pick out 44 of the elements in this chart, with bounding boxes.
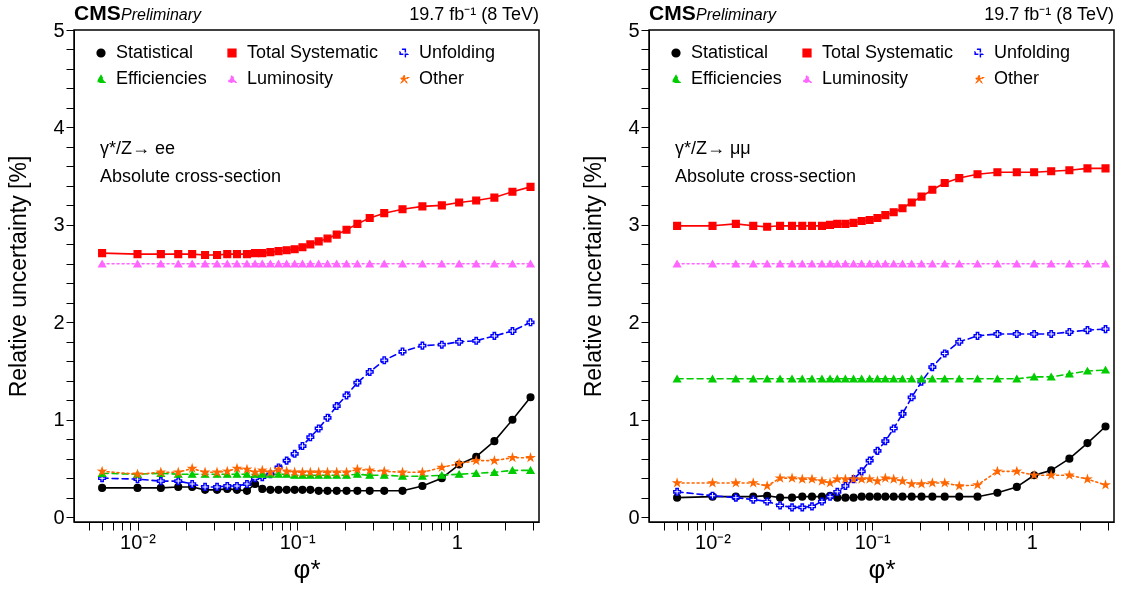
text: CMS: [74, 1, 121, 24]
y-tick-label: 1: [628, 408, 640, 431]
x-tick-label: 1: [451, 530, 463, 553]
y-tick-label: 4: [628, 115, 640, 138]
legend-label: Statistical: [116, 42, 194, 62]
y-tick-label: 2: [53, 310, 65, 333]
legend-label: Total Systematic: [247, 42, 379, 62]
legend-label: Other: [419, 68, 465, 88]
legend-label: Other: [994, 68, 1040, 88]
annotation: Absolute cross-section: [100, 166, 282, 186]
y-tick-label: 3: [53, 213, 65, 236]
annotation: γ*/Z→ ee: [100, 138, 176, 158]
text: Preliminary: [696, 6, 778, 23]
legend-label: Unfolding: [419, 42, 496, 62]
text: 19.7 fb⁻¹ (8 TeV): [984, 4, 1114, 24]
x-tick-label: 10⁻¹: [279, 530, 316, 553]
y-tick-label: 4: [53, 115, 65, 138]
legend-label: Efficiencies: [116, 68, 207, 88]
text: 19.7 fb⁻¹ (8 TeV): [409, 4, 539, 24]
x-tick-label: 10⁻²: [120, 530, 157, 553]
legend-label: Luminosity: [247, 68, 334, 88]
text: CMS: [649, 1, 696, 24]
annotation: γ*/Z→ μμ: [675, 138, 751, 158]
y-tick-label: 1: [53, 408, 65, 431]
legend-label: Luminosity: [822, 68, 909, 88]
y-tick-label: 5: [53, 18, 65, 41]
y-tick-label: 3: [628, 213, 640, 236]
x-axis-title: φ*: [868, 553, 896, 584]
x-tick-label: 10⁻²: [695, 530, 732, 553]
y-tick-label: 0: [628, 505, 640, 528]
x-tick-label: 1: [1026, 530, 1038, 553]
legend-label: Unfolding: [994, 42, 1071, 62]
text: Preliminary: [121, 6, 203, 23]
y-tick-label: 5: [628, 18, 640, 41]
y-axis-title: Relative uncertainty [%]: [580, 155, 607, 398]
x-axis-title: φ*: [293, 553, 321, 584]
legend-label: Statistical: [691, 42, 769, 62]
y-tick-label: 2: [628, 310, 640, 333]
x-tick-label: 10⁻¹: [854, 530, 891, 553]
legend-label: Efficiencies: [691, 68, 782, 88]
y-tick-label: 0: [53, 505, 65, 528]
annotation: Absolute cross-section: [675, 166, 857, 186]
legend-label: Total Systematic: [822, 42, 954, 62]
y-axis-title: Relative uncertainty [%]: [5, 155, 32, 398]
